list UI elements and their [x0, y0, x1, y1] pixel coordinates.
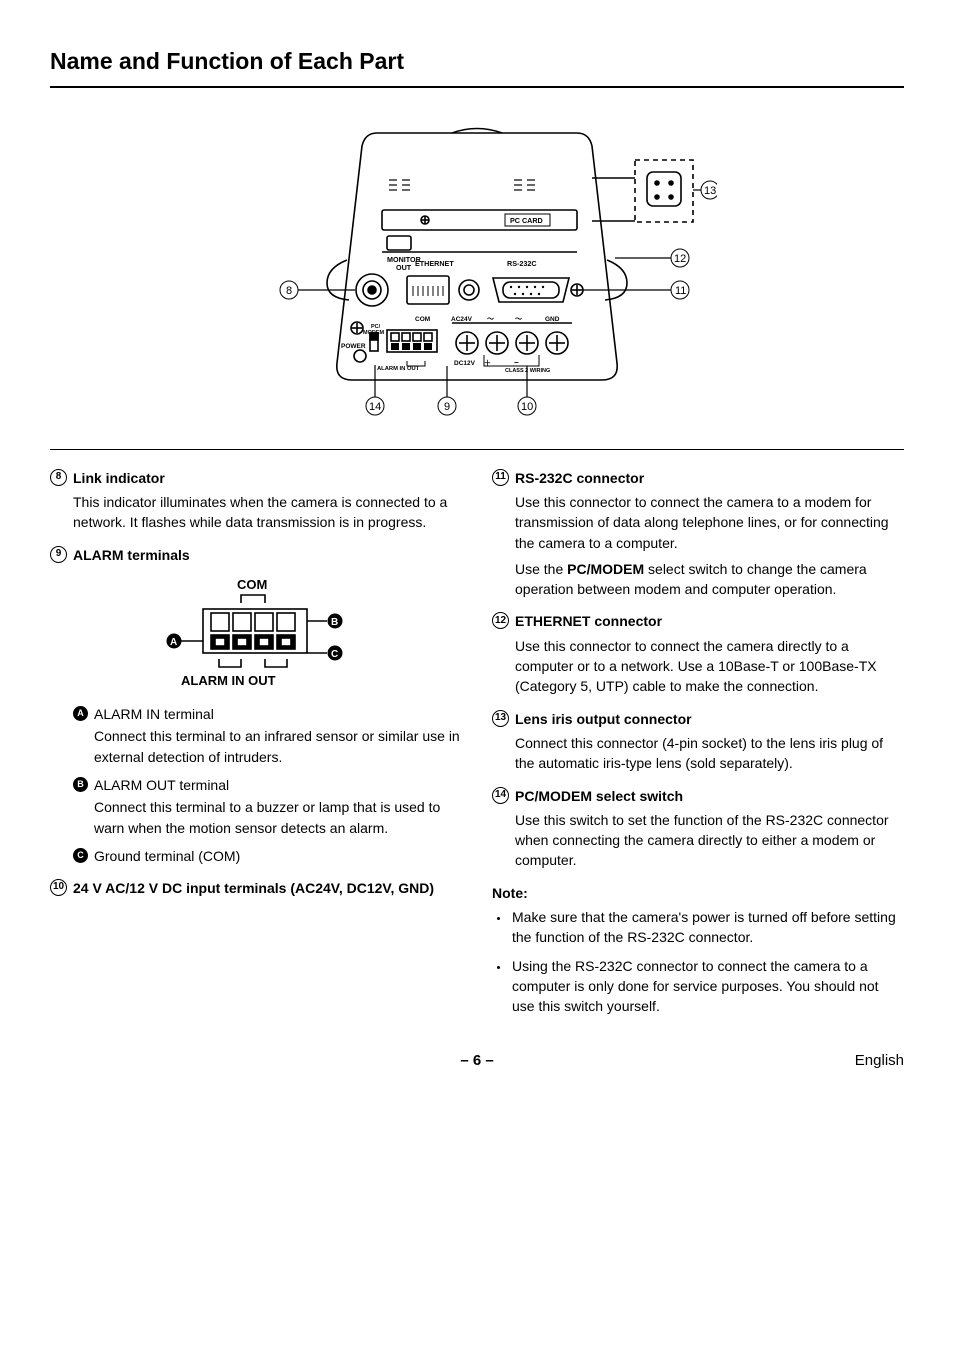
item-9: 9 ALARM terminals [50, 545, 462, 867]
callout-14-icon: 14 [492, 787, 509, 804]
svg-text:PC CARD: PC CARD [510, 216, 543, 225]
sub-b-title: ALARM OUT terminal [94, 775, 229, 795]
sub-b-body: Connect this terminal to a buzzer or lam… [94, 797, 462, 838]
callout-11-icon: 11 [492, 469, 509, 486]
callout-10-icon: 10 [50, 879, 67, 896]
page-title: Name and Function of Each Part [50, 45, 904, 88]
svg-text:〜: 〜 [515, 316, 522, 323]
letter-c-icon: C [73, 848, 88, 863]
item-11-title: RS-232C connector [515, 468, 644, 488]
item-14-body: Use this switch to set the function of t… [515, 810, 904, 871]
svg-text:14: 14 [369, 401, 381, 413]
item-13-title: Lens iris output connector [515, 709, 692, 729]
svg-text:GND: GND [545, 316, 560, 323]
svg-text:DC12V: DC12V [454, 360, 476, 367]
item-12-title: ETHERNET connector [515, 611, 662, 631]
svg-text:〜: 〜 [487, 316, 494, 323]
svg-text:RS-232C: RS-232C [507, 259, 537, 268]
right-column: 11 RS-232C connector Use this connector t… [492, 468, 904, 1025]
svg-text:AC24V: AC24V [451, 316, 473, 323]
sub-c-title: Ground terminal (COM) [94, 846, 240, 866]
svg-text:POWER: POWER [341, 343, 366, 350]
note-heading: Note: [492, 883, 904, 903]
svg-text:COM: COM [237, 577, 267, 592]
svg-text:COM: COM [415, 316, 430, 323]
svg-text:OUT: OUT [396, 263, 412, 272]
item-13: 13 Lens iris output connector Connect thi… [492, 709, 904, 774]
note-1: Make sure that the camera's power is tur… [510, 907, 904, 948]
callout-12-icon: 12 [492, 612, 509, 629]
item-11-body-2: Use the PC/MODEM select switch to change… [515, 559, 904, 600]
callout-8-icon: 8 [50, 469, 67, 486]
svg-text:ETHERNET: ETHERNET [415, 259, 454, 268]
alarm-diagram: COM ALARM IN OUT A B C [50, 573, 462, 698]
item-14: 14 PC/MODEM select switch Use this switch… [492, 786, 904, 871]
item-11-body-1: Use this connector to connect the camera… [515, 492, 904, 553]
item-12: 12 ETHERNET connector Use this connector … [492, 611, 904, 696]
svg-text:12: 12 [674, 253, 686, 265]
content-columns: 8 Link indicator This indicator illuminat… [50, 468, 904, 1025]
item-8-title: Link indicator [73, 468, 165, 488]
item-10: 10 24 V AC/12 V DC input terminals (AC24V… [50, 878, 462, 898]
svg-text:MODEM: MODEM [363, 330, 385, 336]
sub-a-title: ALARM IN terminal [94, 704, 214, 724]
svg-text:9: 9 [444, 401, 450, 413]
svg-text:C: C [331, 649, 338, 660]
note-list: Make sure that the camera's power is tur… [492, 907, 904, 1016]
sub-b: B ALARM OUT terminal Connect this termina… [73, 775, 462, 838]
item-10-title: 24 V AC/12 V DC input terminals (AC24V, … [73, 878, 434, 898]
item-9-title: ALARM terminals [73, 545, 190, 565]
sub-a-body: Connect this terminal to an infrared sen… [94, 726, 462, 767]
svg-text:B: B [331, 617, 338, 628]
footer-language: English [784, 1050, 904, 1072]
callout-13-icon: 13 [492, 710, 509, 727]
item-14-title: PC/MODEM select switch [515, 786, 683, 806]
item-12-body: Use this connector to connect the camera… [515, 636, 904, 697]
svg-text:ALARM IN OUT: ALARM IN OUT [181, 673, 276, 688]
item-8-body: This indicator illuminates when the came… [73, 492, 462, 533]
left-column: 8 Link indicator This indicator illuminat… [50, 468, 462, 1025]
main-figure: PC CARD MONITOROUT ETHERNET RS-232C COM … [50, 118, 904, 428]
sub-a: A ALARM IN terminal Connect this terminal… [73, 704, 462, 767]
item-13-body: Connect this connector (4-pin socket) to… [515, 733, 904, 774]
svg-text:11: 11 [675, 285, 686, 297]
svg-text:ALARM IN OUT: ALARM IN OUT [377, 366, 420, 372]
svg-text:A: A [170, 637, 177, 648]
svg-text:10: 10 [521, 401, 533, 413]
svg-text:CLASS 2 WIRING: CLASS 2 WIRING [505, 368, 550, 374]
svg-text:8: 8 [286, 285, 292, 297]
item-11: 11 RS-232C connector Use this connector t… [492, 468, 904, 600]
divider [50, 449, 904, 450]
callout-9-icon: 9 [50, 546, 67, 563]
note-2: Using the RS-232C connector to connect t… [510, 956, 904, 1017]
page-footer: – 6 – English [50, 1050, 904, 1072]
letter-a-icon: A [73, 706, 88, 721]
item-8: 8 Link indicator This indicator illuminat… [50, 468, 462, 533]
page-number: – 6 – [170, 1050, 784, 1072]
svg-text:13: 13 [704, 185, 716, 197]
letter-b-icon: B [73, 777, 88, 792]
sub-c: C Ground terminal (COM) [73, 846, 462, 866]
